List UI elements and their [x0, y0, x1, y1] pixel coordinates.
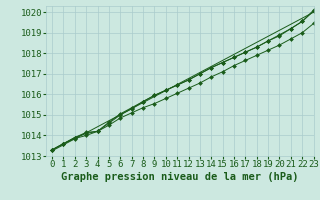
X-axis label: Graphe pression niveau de la mer (hPa): Graphe pression niveau de la mer (hPa) [61, 172, 299, 182]
